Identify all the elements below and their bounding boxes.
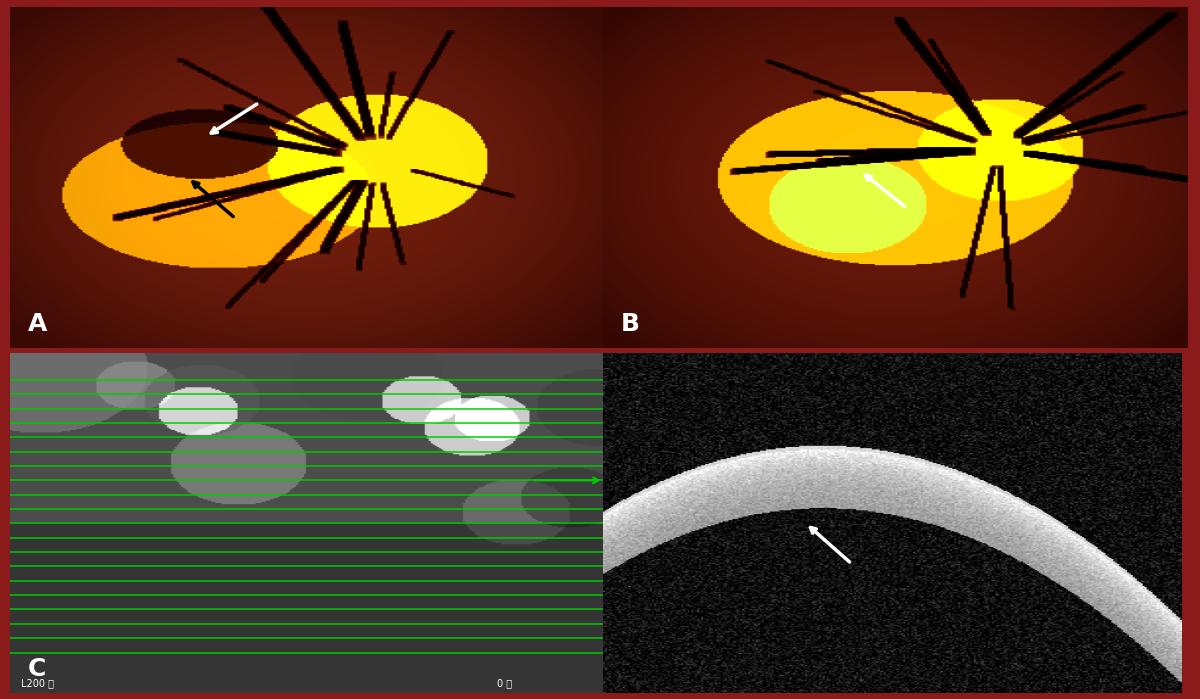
Text: L200 平: L200 平: [22, 679, 54, 689]
Text: B: B: [620, 312, 640, 336]
Text: 0 平: 0 平: [497, 679, 512, 689]
Text: C: C: [28, 657, 46, 682]
Text: A: A: [28, 312, 47, 336]
